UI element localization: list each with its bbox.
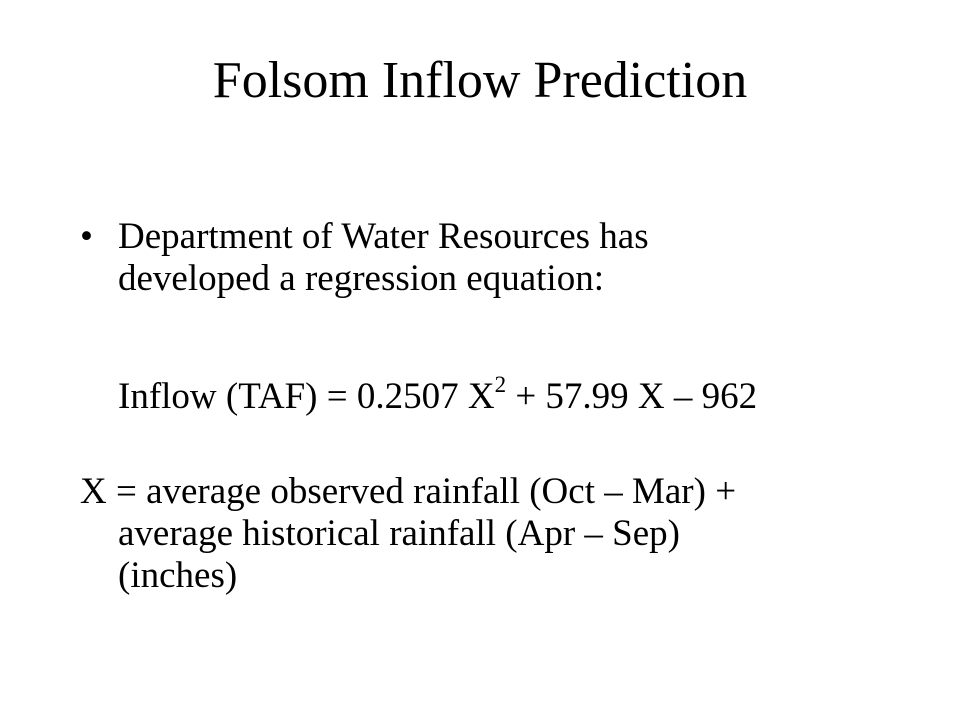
- equation-rhs: + 57.99 X – 962: [506, 376, 758, 417]
- equation-exponent: 2: [494, 371, 507, 397]
- regression-equation: Inflow (TAF) = 0.2507 X2 + 57.99 X – 962: [118, 373, 758, 418]
- variable-definition: X = average observed rainfall (Oct – Mar…: [80, 471, 736, 597]
- equation-lhs: Inflow (TAF) = 0.2507 X: [118, 376, 495, 417]
- bullet-icon: •: [80, 216, 93, 257]
- definition-line-3: (inches): [118, 555, 238, 596]
- definition-line-2: average historical rainfall (Apr – Sep): [118, 513, 680, 554]
- definition-line-1: X = average observed rainfall (Oct – Mar…: [80, 471, 737, 512]
- bullet-text: Department of Water Resources has develo…: [118, 216, 878, 300]
- slide-title: Folsom Inflow Prediction: [212, 52, 748, 109]
- bullet-line-1: Department of Water Resources has: [118, 216, 649, 257]
- bullet-line-2: developed a regression equation:: [118, 258, 604, 299]
